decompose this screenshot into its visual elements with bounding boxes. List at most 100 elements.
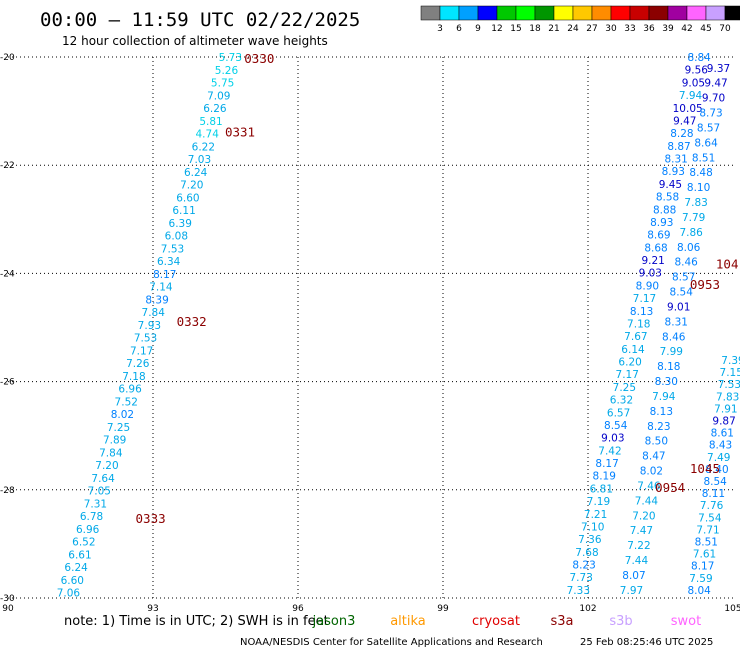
wave-height-value: 8.88 (653, 204, 676, 216)
wave-height-value: 6.81 (590, 483, 613, 495)
wave-height-value: 8.39 (145, 294, 168, 306)
wave-height-value: 8.07 (622, 570, 645, 582)
wave-height-value: 8.28 (670, 128, 693, 140)
mission-label-s3b: s3b (609, 614, 632, 629)
mission-label-altika: altika (390, 614, 426, 629)
wave-height-value: 6.78 (80, 511, 103, 523)
colorbar-swatch (591, 5, 612, 21)
wave-height-value: 9.03 (639, 268, 662, 280)
wave-height-value: 9.47 (704, 78, 727, 90)
colorbar-swatch (496, 5, 517, 21)
wave-height-value: 8.02 (111, 409, 134, 421)
x-tick-label: 99 (437, 604, 449, 614)
wave-height-value: 7.83 (716, 391, 739, 403)
wave-height-value: 7.93 (138, 320, 161, 332)
wave-height-value: 6.60 (176, 192, 199, 204)
wave-height-value: 6.52 (72, 537, 95, 549)
wave-height-value: 8.68 (644, 242, 667, 254)
wave-height-value: 8.57 (672, 272, 695, 284)
wave-height-value: 7.09 (207, 90, 230, 102)
mission-legend: jason3 altika cryosat s3a s3b swot (312, 614, 702, 629)
wave-height-value: 8.46 (662, 331, 686, 343)
wave-height-value: 10.05 (673, 103, 703, 115)
x-tick-label: 102 (579, 604, 596, 614)
y-tick-label: -26 (0, 378, 15, 388)
credit-right: 25 Feb 08:25:46 UTC 2025 (580, 637, 713, 648)
wave-height-value: 7.42 (598, 445, 621, 457)
y-tick-label: -30 (0, 594, 15, 604)
wave-height-value: 8.43 (709, 440, 732, 452)
y-tick-label: -20 (0, 53, 15, 63)
wave-height-value: 7.25 (613, 382, 636, 394)
wave-height-value: 7.06 (57, 588, 81, 600)
wave-height-value: 8.87 (667, 141, 690, 153)
wave-height-value: 6.34 (157, 256, 181, 268)
wave-height-value: 7.05 (88, 486, 111, 498)
colorbar-label: 12 (491, 24, 502, 34)
colorbar-label: 42 (681, 24, 692, 34)
chart-subtitle: 12 hour collection of altimeter wave hei… (62, 34, 328, 48)
colorbar-label: 45 (700, 24, 711, 34)
wave-height-value: 7.36 (578, 534, 602, 546)
wave-height-value: 8.23 (572, 560, 595, 572)
wave-height-value: 8.61 (711, 428, 734, 440)
wave-height-value: 7.94 (679, 90, 703, 102)
wave-height-value: 8.18 (657, 361, 680, 373)
wave-height-value: 8.10 (687, 182, 710, 194)
wave-height-value: 6.14 (621, 344, 645, 356)
wave-height-value: 7.03 (188, 154, 211, 166)
wave-height-value: 5.26 (215, 65, 239, 77)
wave-height-value: 8.02 (640, 466, 663, 478)
wave-height-value: 7.26 (126, 358, 150, 370)
wave-height-value: 6.08 (165, 231, 188, 243)
wave-height-value: 9.87 (712, 415, 735, 427)
wave-height-value: 8.50 (645, 436, 668, 448)
wave-height-value: 8.23 (647, 421, 670, 433)
colorbar-swatch (610, 5, 631, 21)
wave-height-value: 8.13 (650, 406, 673, 418)
x-tick-label: 90 (2, 604, 14, 614)
wave-height-value: 7.84 (99, 447, 123, 459)
wave-height-value: 8.93 (650, 217, 673, 229)
wave-height-value: 5.75 (211, 78, 234, 90)
mission-label-jason3: jason3 (312, 614, 356, 629)
wave-height-value: 7.84 (142, 307, 166, 319)
wave-height-value: 7.33 (567, 585, 590, 597)
wave-height-value: 8.17 (691, 561, 714, 573)
wave-height-value: 4.74 (196, 129, 220, 141)
hour-label: 0333 (136, 511, 166, 526)
wave-height-value: 8.47 (642, 451, 665, 463)
mission-label-swot: swot (671, 614, 701, 629)
wave-height-value: 7.54 (698, 512, 722, 524)
wave-height-value: 9.21 (641, 255, 664, 267)
wave-height-value: 7.67 (624, 331, 647, 343)
colorbar-label: 3 (437, 24, 443, 34)
wave-height-value: 6.57 (607, 407, 630, 419)
colorbar-swatch (667, 5, 688, 21)
wave-height-value: 7.31 (84, 498, 107, 510)
colorbar-label: 18 (529, 24, 541, 34)
colorbar-swatch (420, 5, 441, 21)
wave-height-value: 8.11 (702, 488, 725, 500)
wave-height-value: 7.83 (684, 197, 707, 209)
wave-height-value: 8.31 (665, 316, 688, 328)
wave-height-value: 8.46 (674, 257, 698, 269)
wave-height-value: 7.21 (584, 509, 607, 521)
wave-height-value: 7.47 (630, 525, 653, 537)
colorbar-swatch (458, 5, 479, 21)
wave-height-value: 7.17 (633, 293, 656, 305)
colorbar-label: 9 (475, 24, 481, 34)
wave-height-value: 8.69 (647, 230, 670, 242)
colorbar-label: 39 (662, 24, 674, 34)
wave-height-value: 8.06 (677, 242, 701, 254)
wave-height-value: 7.94 (652, 391, 676, 403)
grid-lines (8, 56, 733, 599)
wave-height-value: 9.01 (667, 301, 690, 313)
wave-height-value: 8.30 (655, 376, 678, 388)
wave-height-value: 8.17 (153, 269, 176, 281)
wave-height-value: 8.90 (636, 280, 659, 292)
x-tick-label: 96 (292, 604, 304, 614)
wave-height-values: 5.735.265.757.096.265.814.746.227.036.24… (57, 52, 740, 600)
